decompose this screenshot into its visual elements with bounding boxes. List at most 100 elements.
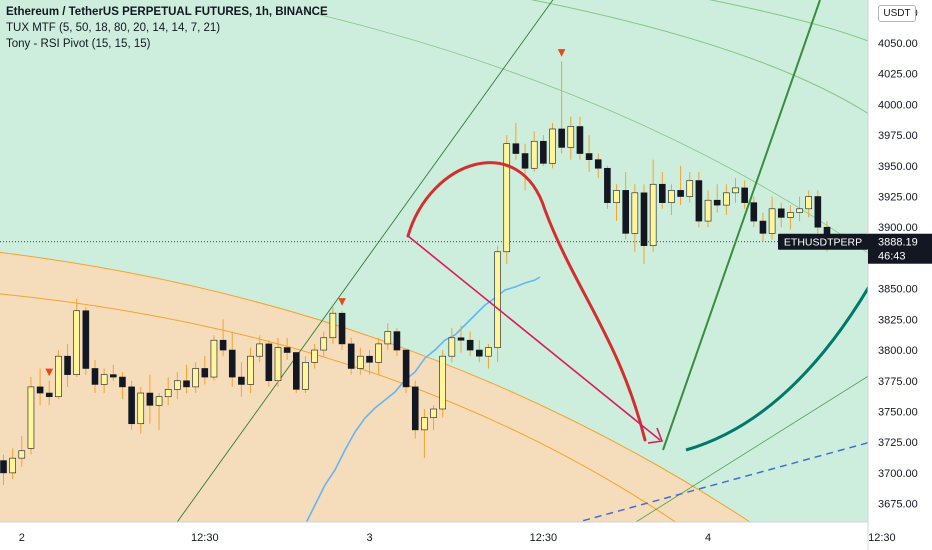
- candle-body: [686, 180, 694, 197]
- candle-body: [283, 347, 291, 353]
- currency-button[interactable]: USDT: [878, 5, 916, 22]
- candle-body: [695, 180, 703, 222]
- green-arc-1: [530, 0, 868, 115]
- candle-body: [329, 312, 337, 339]
- symbol-title[interactable]: Ethereum / TetherUS PERPETUAL FUTURES, 1…: [6, 6, 328, 18]
- candle-body: [640, 192, 648, 246]
- candle-body: [0, 460, 7, 474]
- candle-body: [805, 196, 813, 210]
- candle-body: [155, 396, 163, 406]
- green-arc-2: [708, 0, 868, 42]
- candle-body: [585, 153, 593, 160]
- blue-indicator-line: [305, 276, 541, 522]
- y-tick-label: 3950.00: [878, 161, 918, 173]
- candle-body: [668, 190, 675, 203]
- candle-body: [311, 349, 318, 363]
- candle-body: [366, 355, 373, 363]
- x-tick-label: 2: [19, 532, 25, 544]
- candle-body: [247, 355, 254, 385]
- candle-body: [530, 140, 538, 169]
- candle-body: [732, 187, 739, 194]
- candle-body: [384, 331, 392, 345]
- candle-body: [64, 355, 71, 375]
- candle-body: [27, 386, 35, 449]
- candle-body: [100, 374, 108, 385]
- pivot-marker: ▼: [45, 367, 53, 378]
- red-arc-projection: [406, 161, 647, 442]
- y-tick-label: 3850.00: [878, 284, 918, 296]
- x-tick-label: 4: [705, 532, 711, 544]
- candle-body: [45, 392, 53, 398]
- candle-body: [787, 212, 794, 218]
- candle-body: [110, 374, 117, 378]
- candle-body: [594, 159, 602, 169]
- candle-body: [567, 126, 575, 148]
- candle-body: [73, 310, 80, 375]
- symbol-tag: [778, 233, 868, 250]
- y-tick-label: 3700.00: [878, 468, 918, 480]
- candle-body: [265, 343, 273, 382]
- candle-body: [540, 140, 547, 164]
- candle-body: [320, 337, 328, 351]
- uptrend-line: [662, 0, 821, 451]
- candle-body: [338, 312, 346, 345]
- y-tick-label: 3800.00: [878, 345, 918, 357]
- candle-body: [219, 339, 227, 351]
- candle-body: [741, 187, 748, 203]
- candle-body: [448, 337, 456, 357]
- candle-body: [485, 347, 492, 357]
- candle-body: [576, 126, 584, 154]
- candle-body: [302, 362, 309, 390]
- candle-body: [631, 192, 639, 234]
- candle-body: [192, 368, 199, 388]
- candle-body: [137, 392, 145, 425]
- candle-body: [723, 192, 730, 206]
- candle-body: [549, 128, 556, 164]
- candle-body: [814, 196, 822, 228]
- green-trend-line-2: [635, 375, 868, 522]
- candle-body: [91, 368, 99, 385]
- candle-body: [82, 310, 90, 369]
- candle-body: [36, 386, 44, 394]
- candle-body: [658, 183, 666, 203]
- candle-body: [357, 355, 364, 369]
- candle-body: [677, 190, 684, 197]
- candle-body: [238, 376, 245, 385]
- candle-body: [421, 417, 428, 431]
- candle-body: [146, 392, 154, 406]
- candle-body: [503, 143, 511, 253]
- indicator-rsi-pivot[interactable]: Tony - RSI Pivot (15, 15, 15): [6, 38, 151, 50]
- indicator-tux-mtf[interactable]: TUX MTF (5, 50, 18, 80, 20, 14, 14, 7, 2…: [6, 22, 221, 34]
- x-tick-label: 12:30: [191, 532, 219, 544]
- candle-body: [777, 208, 785, 218]
- candle-body: [604, 167, 611, 203]
- y-tick-label: 4000.00: [878, 99, 918, 111]
- candle-body: [164, 389, 172, 398]
- candle-body: [521, 153, 529, 169]
- y-tick-label: 3725.00: [878, 437, 918, 449]
- candle-body: [201, 368, 209, 378]
- candle-body: [402, 349, 410, 388]
- candle-body: [475, 349, 483, 357]
- candle-body: [430, 408, 437, 418]
- time-axis: [0, 522, 868, 550]
- dashed-blue-line: [575, 441, 868, 522]
- candle-body: [411, 386, 419, 431]
- candle-body: [119, 376, 126, 388]
- candle-body: [274, 347, 282, 382]
- candle-body: [713, 199, 721, 206]
- plot-area: ▼ ▼ ▼: [0, 0, 868, 522]
- candle-body: [128, 386, 135, 425]
- y-tick-label: 4025.00: [878, 69, 918, 81]
- candle-body: [347, 343, 355, 369]
- y-tick-label: 3825.00: [878, 314, 918, 326]
- x-tick-label: 12:30: [530, 532, 558, 544]
- candle-body: [466, 339, 474, 351]
- y-tick-label: 3975.00: [878, 130, 918, 142]
- candle-body: [183, 380, 190, 388]
- x-tick-label: 3: [366, 532, 372, 544]
- candle-body: [174, 380, 181, 390]
- y-tick-label: 3750.00: [878, 406, 918, 418]
